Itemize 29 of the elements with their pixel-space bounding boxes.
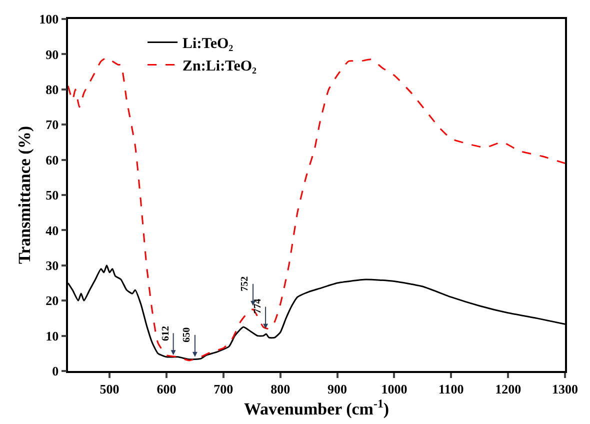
annotation: 612	[160, 326, 172, 341]
line-series	[68, 56, 565, 362]
annotation: 774	[252, 298, 264, 314]
y-tick-label: 90	[46, 46, 59, 62]
y-tick-label: 70	[46, 117, 59, 132]
y-tick-label: 40	[46, 222, 59, 238]
y-tick-label: 0	[52, 364, 59, 379]
x-tick-label: 1300	[552, 381, 578, 396]
annotation: 752	[240, 276, 251, 292]
x-axis-title: Wavenumber (cm$^{-1}$)	[244, 396, 390, 418]
y-tick-label: 30	[46, 258, 59, 273]
y-tick-label: 80	[46, 82, 59, 97]
y-tick-label: 60	[46, 152, 59, 168]
x-tick-label: 1100	[438, 381, 464, 396]
y-tick-label: 50	[46, 188, 59, 203]
y-tick-label: 10	[46, 328, 59, 344]
x-tick-label: 600	[156, 381, 176, 396]
x-tick-label: 700	[214, 381, 234, 396]
legend-label: Zn:Li:TeO₂	[182, 58, 258, 75]
x-tick-label: 800	[270, 381, 290, 396]
annotation: 650	[182, 327, 193, 342]
x-tick-label: 1000	[381, 381, 408, 396]
x-tick-label: 900	[328, 381, 348, 396]
x-tick-label: 1200	[495, 381, 522, 396]
legend-label: Li:TeO₂	[182, 36, 234, 52]
y-axis-title: Transmittance (%)	[15, 126, 34, 264]
y-tick-label: 100	[39, 12, 59, 27]
x-tick-label: 500	[100, 381, 120, 396]
y-tick-label: 20	[46, 293, 59, 308]
